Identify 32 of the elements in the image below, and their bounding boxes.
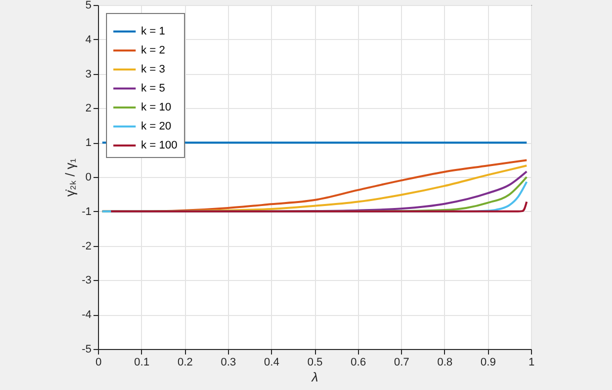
line-series (110, 200, 528, 212)
x-tick-label: 0.6 (350, 356, 366, 368)
x-tick-label: 0 (95, 356, 102, 368)
x-tick-label: 0.4 (264, 356, 280, 368)
y-tick-label: -2 (82, 240, 92, 252)
x-tick-label: 0.7 (394, 356, 410, 368)
x-tick-label: 0.3 (220, 356, 236, 368)
x-tick-label: 0.8 (437, 356, 453, 368)
y-tick-label: 5 (85, 0, 92, 12)
x-tick-label: 0.1 (134, 356, 150, 368)
y-tick-label: -1 (82, 206, 92, 218)
x-tick-label: 0.5 (307, 356, 323, 368)
y-tick-label: -4 (82, 309, 92, 322)
y-tick-label: 0 (85, 172, 92, 184)
legend-label: k = 100 (141, 140, 178, 152)
y-tick-label: 3 (85, 68, 92, 80)
y-tick-label: 2 (85, 102, 92, 115)
y-tick-label: -3 (82, 274, 92, 287)
x-axis-title: λ (310, 370, 318, 384)
x-tick-label: 1 (528, 356, 535, 368)
x-tick-label: 0.9 (480, 356, 496, 368)
x-tick-label: 0.2 (177, 356, 193, 368)
y-tick-label: -5 (82, 344, 92, 356)
legend-label: k = 3 (141, 64, 166, 76)
legend-label: k = 5 (141, 82, 166, 94)
legend-label: k = 20 (141, 120, 172, 132)
y-tick-label: 4 (85, 34, 92, 46)
legend-label: k = 1 (141, 26, 166, 38)
legend-label: k = 2 (141, 44, 166, 56)
y-tick-label: 1 (85, 137, 92, 150)
legend-label: k = 10 (141, 102, 172, 114)
y-axis-title: γ̇₂ₖ / γ₁ (62, 158, 78, 197)
